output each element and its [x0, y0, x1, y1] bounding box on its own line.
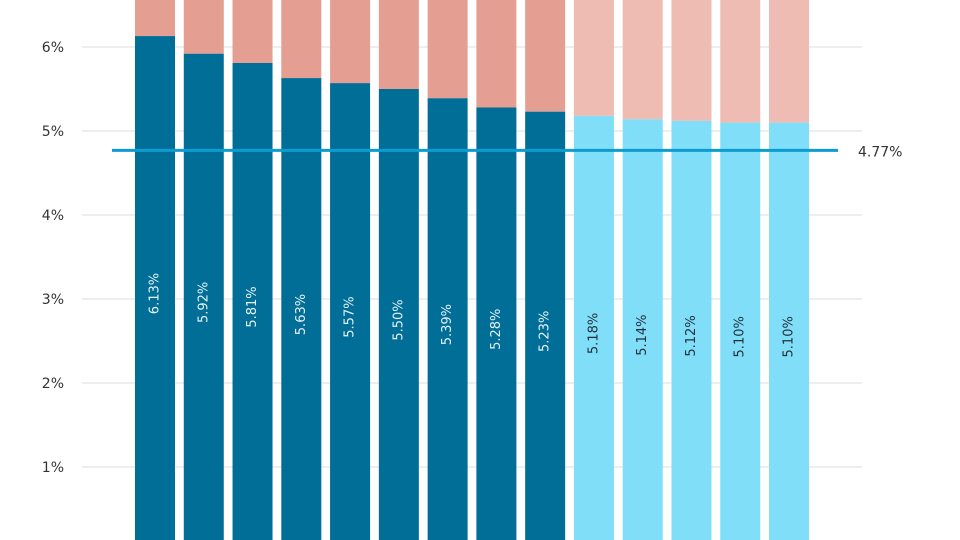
bar: [720, 122, 761, 540]
bar-remainder: [281, 0, 322, 79]
bar-remainder: [232, 0, 273, 63]
bar-data-label: 5.57%: [343, 296, 358, 337]
bar-remainder: [476, 0, 517, 108]
reference-line-label: 4.77%: [858, 144, 902, 160]
bar-remainder: [427, 0, 468, 99]
bar: [671, 120, 712, 540]
bar: [232, 62, 273, 540]
bar: [135, 36, 175, 540]
bar-remainder: [622, 0, 663, 120]
bar-remainder: [135, 0, 175, 37]
bar: [622, 119, 663, 540]
bar-remainder: [330, 0, 371, 84]
bar: [427, 98, 468, 540]
bar-data-label: 5.12%: [684, 315, 699, 356]
bar: [573, 115, 614, 540]
bar-data-label: 5.23%: [538, 311, 553, 352]
bar: [378, 89, 419, 540]
y-tick-label: 4%: [42, 208, 64, 224]
y-tick-label: 6%: [42, 40, 64, 56]
bar-data-label: 5.14%: [635, 314, 650, 355]
y-tick-label: 2%: [42, 376, 64, 392]
bar-remainder: [671, 0, 712, 121]
bar-data-label: 5.92%: [196, 282, 211, 323]
y-tick-label: 3%: [42, 292, 64, 308]
bar-remainder: [720, 0, 761, 123]
bar-remainder: [525, 0, 566, 112]
bar: [476, 107, 517, 540]
bar: [281, 78, 322, 540]
bar: [330, 83, 371, 540]
y-tick-label: 1%: [42, 460, 64, 476]
bar: [183, 53, 224, 540]
bar-remainder: [183, 0, 224, 54]
bar-data-label: 5.10%: [733, 316, 748, 357]
bar-data-label: 5.18%: [586, 313, 601, 354]
bar-remainder: [573, 0, 614, 116]
bar-data-label: 5.50%: [391, 299, 406, 340]
bar-data-label: 5.63%: [294, 294, 309, 335]
bar-data-label: 5.39%: [440, 304, 455, 345]
bar-remainder: [769, 0, 810, 123]
y-tick-label: 5%: [42, 124, 64, 140]
bar-remainder: [378, 0, 419, 89]
bar-data-label: 6.13%: [148, 273, 163, 314]
bar: [525, 111, 566, 540]
bar-data-label: 5.10%: [782, 316, 797, 357]
bar: [769, 122, 810, 540]
bar-data-label: 5.28%: [489, 309, 504, 350]
bar-data-label: 5.81%: [245, 286, 260, 327]
